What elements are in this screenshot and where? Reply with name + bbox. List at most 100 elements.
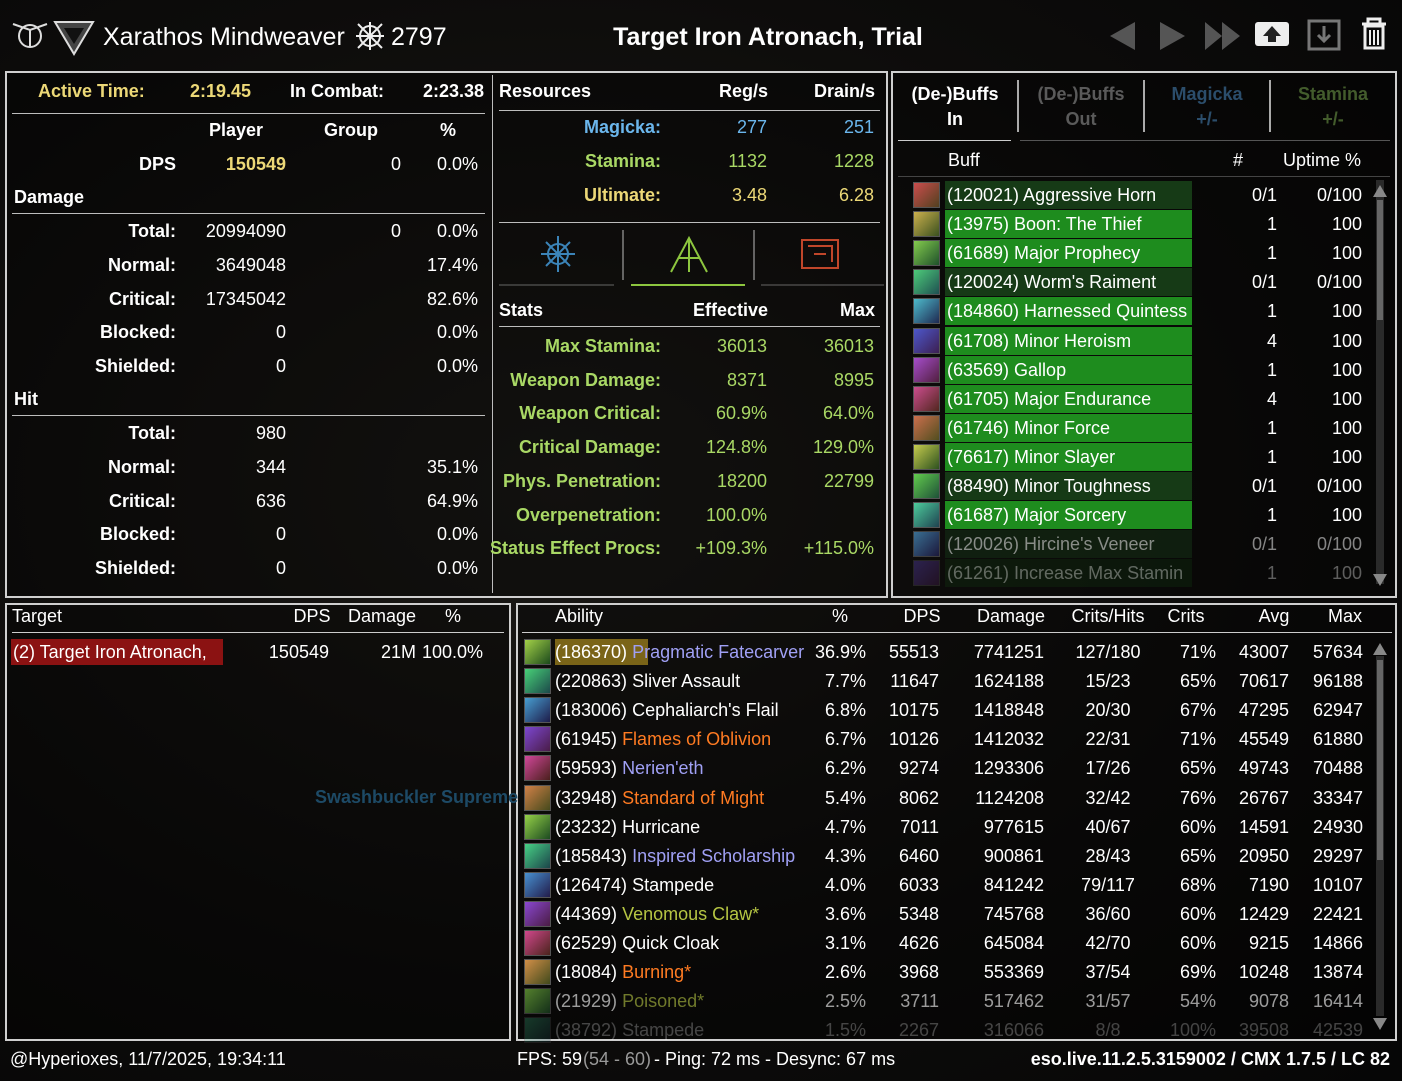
ability-name-cell: (18084) Burning* bbox=[555, 961, 691, 983]
summary-panel bbox=[5, 71, 888, 598]
column-header: Damage bbox=[347, 606, 417, 626]
ability-max: 70488 bbox=[1312, 758, 1363, 779]
ability-damage: 1418848 bbox=[973, 700, 1044, 721]
resource-label: Magicka: bbox=[583, 117, 661, 137]
ability-crits-hits: 22/31 bbox=[1085, 729, 1131, 750]
buff-count: 4 bbox=[1266, 330, 1277, 351]
row-label: Shielded: bbox=[94, 558, 176, 579]
buff-name: (61261) Increase Max Stamin bbox=[947, 563, 1184, 584]
column-header: % bbox=[831, 606, 848, 626]
percent-value: 0.0% bbox=[436, 221, 478, 241]
delete-button[interactable] bbox=[1362, 17, 1386, 50]
percent-value: 0.0% bbox=[436, 322, 478, 343]
separator bbox=[499, 326, 880, 327]
buff-uptime: 100 bbox=[1331, 505, 1362, 526]
row-label: Total: bbox=[128, 221, 176, 241]
buff-count: 0/1 bbox=[1251, 476, 1277, 496]
buff-icon bbox=[913, 502, 940, 529]
separator bbox=[12, 632, 504, 633]
toolbar-icons bbox=[12, 17, 1386, 56]
tab-subtitle: In bbox=[947, 109, 963, 129]
ability-crits-hits: 127/180 bbox=[1075, 642, 1141, 662]
ability-percent: 6.8% bbox=[824, 700, 866, 721]
separator bbox=[499, 222, 880, 223]
column-header: Avg bbox=[1258, 606, 1290, 626]
save-button[interactable] bbox=[1307, 19, 1341, 51]
ability-crit-rate: 71% bbox=[1179, 642, 1216, 662]
row-label: Blocked: bbox=[99, 322, 176, 343]
ability-crit-rate: 68% bbox=[1179, 874, 1216, 895]
ability-id: (220863) bbox=[555, 671, 628, 692]
ability-id: (21929) bbox=[555, 991, 618, 1012]
buff-uptime: 100 bbox=[1331, 214, 1362, 235]
ability-crit-rate: 60% bbox=[1179, 816, 1216, 837]
buff-bar bbox=[945, 210, 1192, 239]
ability-name-cell: (38792) Stampede bbox=[555, 1019, 704, 1041]
target-damage: 21M bbox=[380, 642, 416, 662]
next-button[interactable] bbox=[1160, 22, 1185, 50]
ability-max: 16414 bbox=[1312, 991, 1363, 1012]
ability-icon bbox=[524, 871, 551, 898]
buff-icon bbox=[913, 356, 940, 383]
ability-max: 24930 bbox=[1312, 816, 1363, 837]
resource-label: Ultimate: bbox=[583, 185, 661, 205]
ability-id: (185843) bbox=[555, 845, 628, 866]
ability-damage: 517462 bbox=[983, 991, 1044, 1012]
ability-percent: 2.6% bbox=[824, 962, 866, 983]
max-value: 8995 bbox=[833, 369, 874, 390]
ability-dps: 7011 bbox=[900, 816, 939, 837]
buff-uptime: 0/100 bbox=[1316, 476, 1362, 496]
buff-count: 4 bbox=[1266, 388, 1277, 409]
prev-button[interactable] bbox=[1110, 22, 1135, 50]
player-value: 344 bbox=[255, 456, 286, 477]
ability-crits-hits: 17/26 bbox=[1085, 758, 1131, 779]
effective-value: 8371 bbox=[726, 369, 767, 390]
scroll-arrow[interactable] bbox=[1372, 1017, 1388, 1031]
ability-damage: 745768 bbox=[983, 903, 1044, 924]
percent-value: 64.9% bbox=[426, 490, 478, 511]
ability-percent: 1.5% bbox=[824, 1020, 866, 1041]
ability-crit-rate: 71% bbox=[1179, 729, 1216, 750]
scroll-arrow[interactable] bbox=[1372, 642, 1388, 656]
stat-label: Overpenetration: bbox=[515, 504, 661, 525]
max-value: 129.0% bbox=[812, 437, 874, 458]
stat-label: Phys. Penetration: bbox=[502, 470, 661, 491]
player-value: 0 bbox=[275, 524, 286, 545]
ability-crits-hits: 36/60 bbox=[1085, 903, 1131, 924]
stamina-icon bbox=[670, 235, 708, 273]
ability-percent: 2.5% bbox=[824, 991, 866, 1012]
group-value: 0 bbox=[390, 154, 401, 174]
buff-uptime: 100 bbox=[1331, 563, 1362, 584]
ability-dps: 4626 bbox=[898, 933, 939, 953]
ability-id: (62529) bbox=[555, 933, 618, 953]
last-button[interactable] bbox=[1205, 22, 1240, 50]
buff-icon bbox=[913, 240, 940, 267]
section-heading: Hit bbox=[14, 389, 38, 409]
column-header: Crits bbox=[1167, 606, 1205, 626]
column-header: Stats bbox=[499, 300, 544, 320]
percent-value: 82.6% bbox=[426, 288, 478, 309]
buff-bar bbox=[945, 326, 1192, 355]
buff-uptime: 100 bbox=[1331, 243, 1362, 264]
ability-dps: 10126 bbox=[888, 729, 939, 750]
ability-name: Stampede bbox=[622, 1020, 705, 1041]
ability-dps: 5348 bbox=[898, 903, 939, 924]
stat-label: Status Effect Procs: bbox=[489, 538, 661, 559]
tab-title: (De-)Buffs bbox=[911, 84, 999, 104]
ability-icon bbox=[524, 639, 551, 665]
column-header: Buff bbox=[948, 150, 980, 170]
player-value: 20994090 bbox=[205, 221, 286, 241]
column-header: Resources bbox=[499, 81, 592, 101]
scroll-arrow[interactable] bbox=[1372, 184, 1388, 198]
buff-name: (120024) Worm's Raiment bbox=[947, 272, 1157, 293]
upload-button[interactable] bbox=[1255, 22, 1289, 46]
ability-name-cell: (21929) Poisoned* bbox=[555, 990, 704, 1012]
buff-bar bbox=[945, 501, 1192, 530]
target-percent: 100.0% bbox=[421, 642, 483, 662]
scroll-arrow[interactable] bbox=[1372, 573, 1388, 587]
regen-value: 277 bbox=[736, 117, 767, 137]
buff-name: (63569) Gallop bbox=[947, 359, 1067, 380]
footer-fps: FPS: 59 bbox=[517, 1049, 583, 1069]
player-value: 3649048 bbox=[215, 254, 286, 275]
buff-bar bbox=[945, 239, 1192, 268]
